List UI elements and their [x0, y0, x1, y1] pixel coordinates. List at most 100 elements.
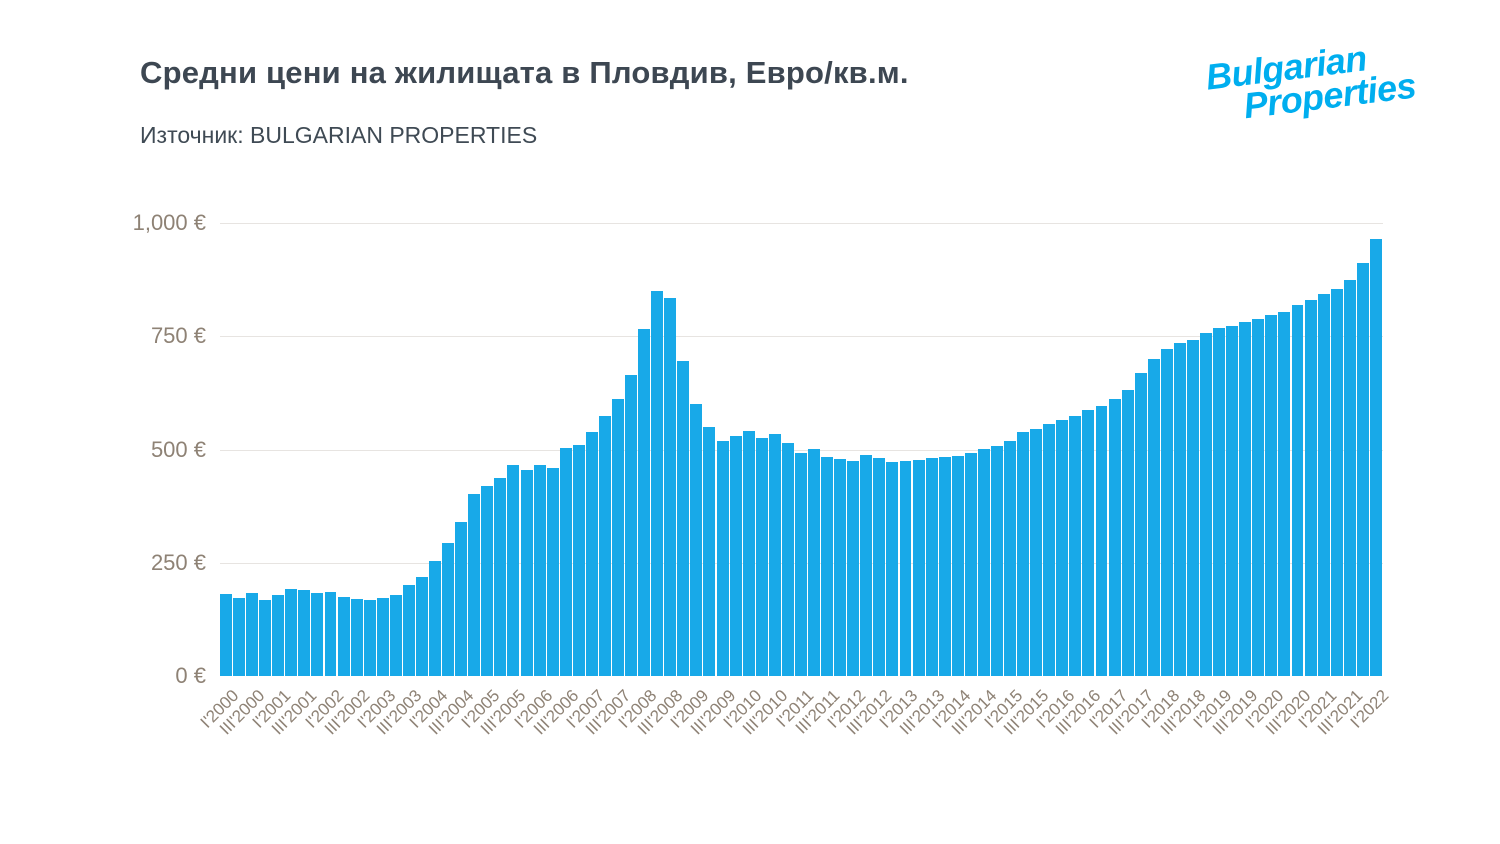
- bar: [1108, 398, 1121, 676]
- bar: [729, 435, 742, 676]
- bar: [768, 434, 781, 676]
- y-axis-tick-label: 500 €: [150, 436, 206, 462]
- bar: [1317, 294, 1330, 676]
- y-axis-tick-label: 750 €: [150, 323, 206, 349]
- y-axis-tick-label: 0 €: [175, 663, 206, 688]
- bar: [233, 598, 246, 676]
- bar: [1343, 279, 1356, 676]
- bar: [1265, 315, 1278, 676]
- bar: [1056, 419, 1069, 676]
- bar: [350, 599, 363, 676]
- bar: [821, 456, 834, 676]
- bar: [1095, 406, 1108, 676]
- bar: [481, 486, 494, 676]
- bar: [794, 452, 807, 676]
- bar: [781, 442, 794, 676]
- bar: [755, 438, 768, 676]
- bar: [690, 404, 703, 676]
- bar: [598, 415, 611, 676]
- bar: [442, 543, 455, 676]
- bar: [703, 427, 716, 676]
- bar: [1147, 358, 1160, 676]
- bar: [494, 478, 507, 676]
- bar: [716, 440, 729, 676]
- gridline: [220, 449, 1383, 451]
- bar: [1173, 343, 1186, 676]
- bar: [625, 374, 638, 676]
- bar: [847, 460, 860, 676]
- bar: [834, 459, 847, 676]
- bar: [1200, 332, 1212, 676]
- bar: [220, 594, 232, 676]
- gridline: [220, 336, 1383, 338]
- bar: [808, 448, 820, 676]
- bar: [272, 594, 285, 676]
- bar: [572, 444, 585, 676]
- bar: [546, 468, 559, 676]
- bar: [1278, 311, 1291, 676]
- bar: [873, 458, 886, 676]
- bar: [246, 593, 259, 676]
- page-title: Средни цени на жилищата в Пловдив, Евро/…: [140, 55, 909, 90]
- bar: [664, 297, 677, 676]
- bar: [964, 452, 977, 676]
- bar: [455, 521, 468, 676]
- bar: [977, 448, 990, 676]
- bar: [1186, 339, 1199, 676]
- bar: [925, 458, 938, 676]
- bar: [507, 464, 520, 676]
- bar: [585, 431, 598, 676]
- bar: [1252, 318, 1265, 676]
- bar: [1239, 321, 1252, 676]
- bar: [1213, 328, 1226, 676]
- bar: [886, 462, 899, 676]
- bar: [1004, 440, 1016, 676]
- bar: [429, 561, 442, 676]
- bar: [938, 457, 951, 676]
- bar: [376, 598, 389, 676]
- bar: [402, 585, 415, 676]
- bar: [559, 448, 572, 676]
- bar: [1030, 429, 1043, 676]
- bar: [324, 591, 337, 676]
- bar: [1082, 409, 1095, 676]
- bar: [1069, 415, 1082, 676]
- bar: [612, 398, 624, 676]
- bar: [742, 430, 755, 676]
- bar: [638, 329, 651, 676]
- bar: [520, 469, 533, 676]
- bar: [1356, 263, 1369, 676]
- bar: [389, 594, 402, 676]
- y-axis-tick-label: 250 €: [150, 549, 206, 575]
- bar: [1043, 424, 1056, 676]
- bar: [1226, 325, 1239, 676]
- bar: [1304, 299, 1317, 676]
- bar: [990, 445, 1003, 676]
- bar: [951, 455, 964, 676]
- bar: [912, 459, 925, 676]
- gridline: [220, 223, 1383, 224]
- bar: [677, 361, 690, 676]
- bar: [363, 599, 376, 676]
- bar: [1160, 348, 1173, 676]
- bar: [533, 464, 546, 676]
- bar: [311, 593, 324, 676]
- bar: [1330, 288, 1343, 676]
- bar: [1369, 239, 1382, 676]
- bar: [1134, 372, 1147, 676]
- bar: [1291, 305, 1304, 676]
- bar: [899, 460, 912, 676]
- bar: [651, 290, 664, 676]
- y-axis-tick-label: 1,000 €: [132, 210, 206, 235]
- bar: [259, 599, 272, 676]
- bar: [860, 454, 873, 676]
- source-label: Източник: BULGARIAN PROPERTIES: [140, 122, 538, 148]
- bar: [285, 589, 298, 676]
- bar: [1017, 432, 1030, 676]
- bar: [416, 577, 428, 676]
- bar: [337, 596, 350, 676]
- bar: [298, 590, 311, 676]
- bar: [468, 494, 481, 676]
